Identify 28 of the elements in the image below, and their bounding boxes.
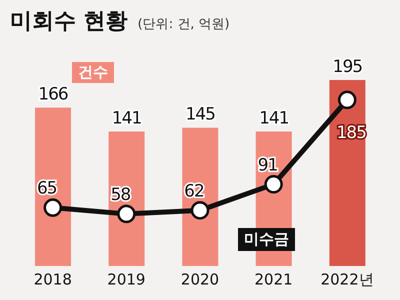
bar <box>329 80 366 266</box>
x-tick-label: 2018 <box>34 270 72 289</box>
data-label: 141 <box>259 108 289 129</box>
point <box>264 175 283 194</box>
bar <box>182 128 218 266</box>
x-tick-label: 2020 <box>180 270 220 289</box>
bar <box>108 132 145 266</box>
chart-subtitle: (단위: 건, 억원) <box>138 16 230 33</box>
point <box>44 198 62 217</box>
point <box>338 90 356 110</box>
point <box>117 204 136 224</box>
data-label: 58 <box>110 184 130 205</box>
x-tick-label: 2022년 <box>320 270 374 289</box>
x-tick-label: 2019 <box>107 270 146 289</box>
data-label: 145 <box>185 104 216 125</box>
data-label: 185 <box>336 122 366 143</box>
data-label: 91 <box>258 155 278 176</box>
data-label: 141 <box>112 108 142 129</box>
x-tick-label: 2021 <box>254 270 293 289</box>
data-label: 65 <box>36 178 57 199</box>
data-label: 166 <box>38 84 68 105</box>
series-label: 건수 <box>72 62 114 83</box>
data-label: 62 <box>184 181 204 202</box>
chart-title: 미회수 현황 <box>10 8 128 36</box>
data-label: 195 <box>332 57 362 77</box>
text: 미수금 <box>238 228 295 251</box>
bar <box>35 108 71 266</box>
point <box>190 201 210 220</box>
